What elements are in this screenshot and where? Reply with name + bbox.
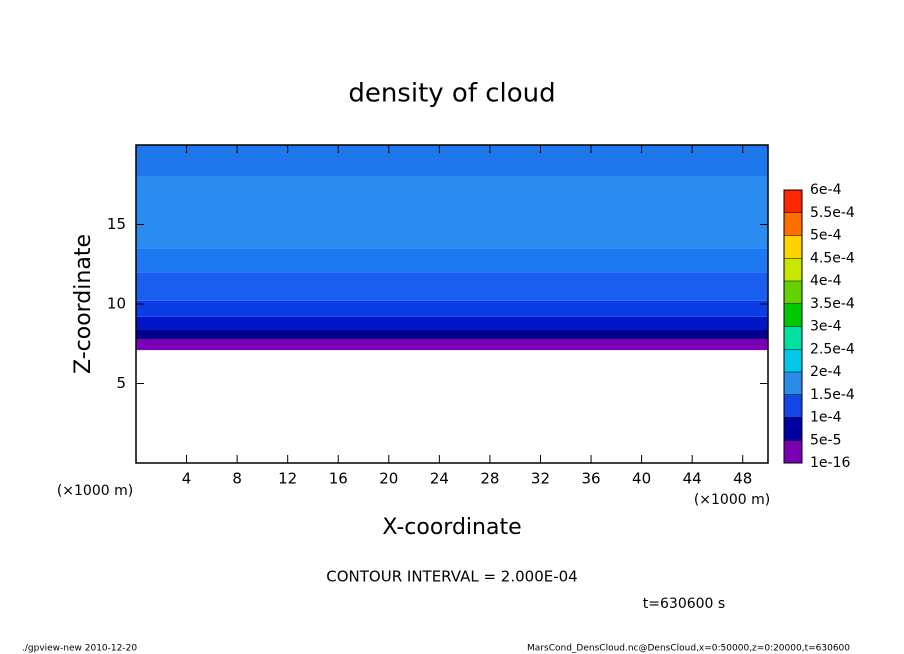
x-tick-label: 36 (581, 470, 600, 488)
colorbar-label: 4.5e-4 (810, 250, 855, 266)
colorbar-label: 1.5e-4 (810, 387, 855, 403)
y-tick-label: 5 (116, 374, 126, 392)
x-unit: (×1000 m) (694, 492, 770, 508)
x-tick-label: 32 (531, 470, 550, 488)
x-tick-label: 44 (683, 470, 702, 488)
contour-band (136, 176, 768, 249)
contour-band (136, 145, 768, 177)
colorbar-band (784, 349, 802, 372)
colorbar-label: 3.5e-4 (810, 296, 855, 312)
colorbar-band (784, 440, 802, 463)
contour-band (136, 248, 768, 273)
time-label: t=630600 s (643, 596, 725, 612)
colorbar-band (784, 258, 802, 281)
colorbar-label: 6e-4 (810, 182, 842, 198)
colorbar-band (784, 417, 802, 441)
colorbar-label: 5e-4 (810, 228, 842, 244)
colorbar-label: 5e-5 (810, 432, 841, 448)
colorbar-band (784, 326, 802, 350)
x-tick-label: 48 (733, 470, 752, 488)
colorbar-frame (783, 189, 803, 464)
x-tick-label: 24 (430, 470, 449, 488)
colorbar-label: 3e-4 (810, 319, 842, 335)
chart-title: density of cloud (348, 79, 555, 109)
y-unit: (×1000 m) (57, 483, 133, 499)
x-tick-label: 12 (278, 470, 297, 488)
x-tick-label: 20 (379, 470, 398, 488)
x-tick-label: 40 (632, 470, 651, 488)
footer-right: MarsCond_DensCloud.nc@DensCloud,x=0:5000… (527, 644, 850, 654)
colorbar-band (784, 190, 802, 213)
y-tick-label: 15 (107, 215, 126, 233)
contour-band (136, 329, 768, 339)
colorbar-band (784, 281, 802, 304)
colorbar-band (784, 235, 802, 259)
colorbar-label: 1e-16 (810, 455, 850, 471)
contour-band (136, 316, 768, 330)
colorbar-band (784, 303, 802, 327)
contour-interval: CONTOUR INTERVAL = 2.000E-04 (326, 568, 577, 586)
colorbar-label: 1e-4 (810, 410, 842, 426)
contour-band (136, 272, 768, 301)
colorbar-band (784, 372, 802, 395)
y-tick-label: 10 (107, 295, 126, 313)
colorbar-band (784, 212, 802, 236)
x-tick-label: 28 (480, 470, 499, 488)
y-axis-label: Z-coordinate (71, 234, 96, 374)
colorbar-label: 4e-4 (810, 273, 842, 289)
footer-left: ./gpview-new 2010-12-20 (22, 644, 137, 654)
colorbar-band (784, 394, 802, 418)
x-tick-label: 16 (329, 470, 348, 488)
x-tick-label: 8 (232, 470, 242, 488)
colorbar-label: 2e-4 (810, 364, 842, 380)
contour-band (136, 338, 768, 351)
x-tick-label: 4 (182, 470, 192, 488)
contour-band (136, 300, 768, 317)
colorbar-label: 2.5e-4 (810, 341, 855, 357)
x-axis-label: X-coordinate (382, 515, 521, 540)
colorbar-label: 5.5e-4 (810, 205, 855, 221)
